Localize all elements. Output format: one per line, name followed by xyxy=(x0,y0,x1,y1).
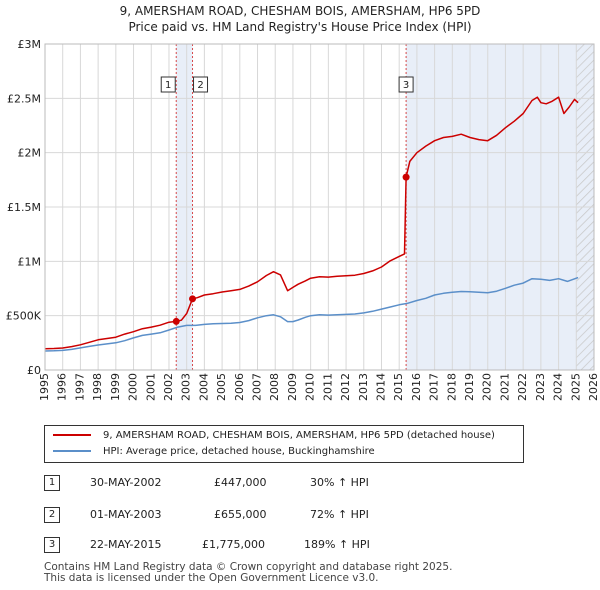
sale-label-box xyxy=(160,76,176,93)
legend-swatch-hpi xyxy=(53,450,91,452)
x-tick-label: 2022 xyxy=(516,373,529,401)
x-tick-label: 2012 xyxy=(339,373,352,401)
footer-licence: This data is licensed under the Open Gov… xyxy=(44,572,379,584)
legend: 9, AMERSHAM ROAD, CHESHAM BOIS, AMERSHAM… xyxy=(44,425,524,463)
chart-title: 9, AMERSHAM ROAD, CHESHAM BOIS, AMERSHAM… xyxy=(119,4,481,18)
y-tick-label: £2.5M xyxy=(7,92,41,105)
transaction-price: £447,000 xyxy=(214,476,267,489)
x-tick-label: 2001 xyxy=(144,373,157,401)
x-tick-label: 2004 xyxy=(197,373,210,401)
x-tick-label: 2002 xyxy=(162,373,175,401)
y-tick-label: £500K xyxy=(6,310,42,323)
legend-item-property: 9, AMERSHAM ROAD, CHESHAM BOIS, AMERSHAM… xyxy=(53,430,495,442)
transaction-date: 22-MAY-2015 xyxy=(90,538,162,551)
x-tick-label: 2010 xyxy=(304,373,317,401)
x-tick-label: 2005 xyxy=(215,373,228,401)
x-tick-label: 2019 xyxy=(463,373,476,401)
sale-point xyxy=(172,317,180,325)
x-tick-label: 2011 xyxy=(321,373,334,401)
x-tick-label: 2007 xyxy=(251,373,264,401)
sale-label-number: 1 xyxy=(165,80,171,91)
sale-label-number: 2 xyxy=(197,80,203,91)
legend-label-hpi: HPI: Average price, detached house, Buck… xyxy=(103,446,375,457)
x-tick-label: 2000 xyxy=(127,373,140,401)
legend-label-property: 9, AMERSHAM ROAD, CHESHAM BOIS, AMERSHAM… xyxy=(103,430,495,441)
x-tick-label: 2024 xyxy=(552,373,565,401)
y-tick-label: £1M xyxy=(18,255,42,268)
transaction-number: 3 xyxy=(44,537,60,553)
y-tick-label: £3M xyxy=(18,38,42,51)
legend-item-hpi: HPI: Average price, detached house, Buck… xyxy=(53,446,375,458)
property-price-line xyxy=(44,96,579,350)
x-tick-label: 2003 xyxy=(180,373,193,401)
transaction-date: 01-MAY-2003 xyxy=(90,508,162,521)
plot-frame xyxy=(44,43,595,371)
x-tick-label: 2016 xyxy=(410,373,423,401)
transaction-hpi: 189% ↑ HPI xyxy=(304,538,370,551)
x-tick-label: 2026 xyxy=(587,373,600,401)
x-tick-label: 2017 xyxy=(428,373,441,401)
x-tick-label: 2020 xyxy=(481,373,494,401)
chart-subtitle: Price paid vs. HM Land Registry's House … xyxy=(128,20,472,34)
x-tick-label: 2015 xyxy=(392,373,405,401)
x-tick-label: 2014 xyxy=(374,373,387,401)
footer-copyright: Contains HM Land Registry data © Crown c… xyxy=(44,561,453,573)
legend-swatch-property xyxy=(53,434,91,436)
sale-label-box xyxy=(398,76,414,93)
sale-point xyxy=(189,295,197,303)
x-tick-label: 1998 xyxy=(91,373,104,401)
hpi-line xyxy=(44,276,579,352)
x-tick-label: 1997 xyxy=(73,373,86,401)
x-tick-label: 2018 xyxy=(445,373,458,401)
x-tick-label: 1999 xyxy=(109,373,122,401)
sale-point xyxy=(402,173,410,181)
transaction-hpi: 30% ↑ HPI xyxy=(310,476,369,489)
transaction-price: £655,000 xyxy=(214,508,267,521)
price-chart: 1 2 3 £0 £500K £1M £1.5M £2M £2.5M £3M 1995 1996 19… xyxy=(6,38,600,401)
x-tick-label: 2006 xyxy=(233,373,246,401)
y-tick-label: £0 xyxy=(27,364,41,377)
x-tick-label: 2009 xyxy=(286,373,299,401)
y-tick-label: £2M xyxy=(18,147,42,160)
y-tick-label: £1.5M xyxy=(7,201,41,214)
x-tick-label: 2013 xyxy=(357,373,370,401)
transaction-hpi: 72% ↑ HPI xyxy=(310,508,369,521)
transaction-date: 30-MAY-2002 xyxy=(90,476,162,489)
x-tick-label: 1996 xyxy=(56,373,69,401)
transaction-number: 1 xyxy=(44,475,60,491)
x-tick-label: 2023 xyxy=(534,373,547,401)
x-tick-label: 2008 xyxy=(268,373,281,401)
x-tick-label: 2025 xyxy=(569,373,582,401)
transaction-price: £1,775,000 xyxy=(202,538,265,551)
sale-label-number: 3 xyxy=(403,80,409,91)
transaction-number: 2 xyxy=(44,507,60,523)
x-tick-label: 1995 xyxy=(38,373,51,401)
sale-label-box xyxy=(193,76,209,93)
x-tick-label: 2021 xyxy=(498,373,511,401)
